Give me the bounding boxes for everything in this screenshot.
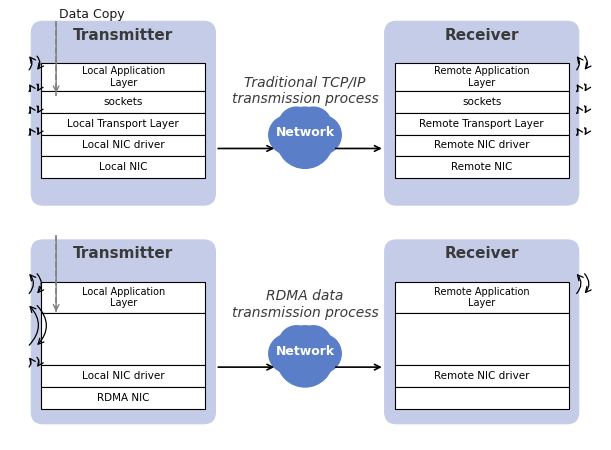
- Text: Remote Transport Layer: Remote Transport Layer: [419, 119, 544, 129]
- Text: RDMA NIC: RDMA NIC: [97, 393, 150, 403]
- Text: Remote NIC driver: Remote NIC driver: [434, 371, 530, 381]
- FancyBboxPatch shape: [31, 21, 216, 205]
- Text: RDMA data
transmission process: RDMA data transmission process: [232, 289, 378, 320]
- Text: Remote NIC driver: Remote NIC driver: [434, 140, 530, 150]
- Text: Remote Application
Layer: Remote Application Layer: [434, 287, 530, 308]
- Circle shape: [269, 334, 308, 373]
- Circle shape: [295, 107, 332, 143]
- Bar: [41, 91, 205, 112]
- Bar: [395, 157, 569, 178]
- Bar: [395, 112, 569, 135]
- Text: Local NIC: Local NIC: [99, 162, 148, 172]
- Text: Transmitter: Transmitter: [73, 246, 174, 261]
- Bar: [41, 63, 205, 91]
- Circle shape: [277, 112, 333, 168]
- Text: Local Transport Layer: Local Transport Layer: [67, 119, 179, 129]
- Text: Transmitter: Transmitter: [73, 28, 174, 43]
- Bar: [395, 387, 569, 409]
- Text: Data Copy: Data Copy: [59, 8, 125, 21]
- Circle shape: [302, 334, 341, 373]
- Circle shape: [279, 326, 315, 362]
- Bar: [41, 135, 205, 157]
- Circle shape: [279, 107, 315, 143]
- Bar: [41, 387, 205, 409]
- Circle shape: [277, 331, 333, 387]
- Bar: [395, 314, 569, 365]
- Circle shape: [295, 326, 332, 362]
- FancyBboxPatch shape: [385, 21, 579, 205]
- Text: Traditional TCP/IP
transmission process: Traditional TCP/IP transmission process: [232, 76, 378, 106]
- Bar: [395, 63, 569, 91]
- Bar: [41, 314, 205, 365]
- Text: Remote NIC: Remote NIC: [451, 162, 513, 172]
- FancyBboxPatch shape: [385, 240, 579, 424]
- FancyBboxPatch shape: [31, 240, 216, 424]
- Bar: [41, 282, 205, 314]
- Text: Network: Network: [276, 126, 335, 139]
- Circle shape: [302, 116, 341, 154]
- Text: Local NIC driver: Local NIC driver: [82, 371, 164, 381]
- Text: sockets: sockets: [462, 97, 502, 107]
- Bar: [41, 157, 205, 178]
- Text: Local Application
Layer: Local Application Layer: [82, 66, 165, 88]
- Bar: [395, 135, 569, 157]
- Bar: [41, 365, 205, 387]
- Text: Receiver: Receiver: [444, 246, 519, 261]
- Text: Network: Network: [276, 345, 335, 358]
- Text: Local NIC driver: Local NIC driver: [82, 140, 164, 150]
- Bar: [395, 365, 569, 387]
- Circle shape: [269, 116, 308, 154]
- Text: Local Application
Layer: Local Application Layer: [82, 287, 165, 308]
- Bar: [395, 282, 569, 314]
- Bar: [395, 91, 569, 112]
- Circle shape: [288, 326, 322, 359]
- Text: Remote Application
Layer: Remote Application Layer: [434, 66, 530, 88]
- Text: sockets: sockets: [104, 97, 143, 107]
- Text: Receiver: Receiver: [444, 28, 519, 43]
- Circle shape: [288, 107, 322, 140]
- Bar: [41, 112, 205, 135]
